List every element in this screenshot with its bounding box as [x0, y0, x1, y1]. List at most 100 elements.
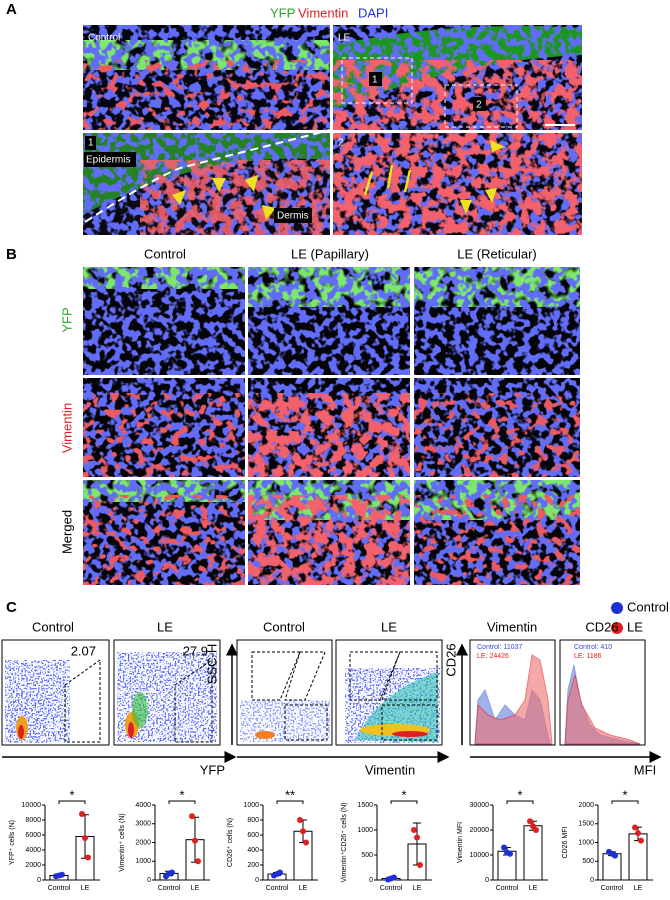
stain-label: DAPI — [358, 5, 388, 20]
y-tick-label: 400 — [247, 847, 259, 854]
significance-bracket — [58, 800, 86, 804]
axis-label: SSC-H — [204, 644, 219, 684]
y-tick-label: 30000 — [470, 802, 490, 809]
gate-value: 27.9 — [183, 643, 208, 658]
image-label: Control — [88, 33, 120, 44]
y-axis-label: CD26⁺ cells (N) — [227, 818, 234, 867]
x-tick-label: LE — [191, 885, 200, 892]
image-label: LE — [338, 33, 351, 44]
zoom-label: 1 — [88, 138, 94, 149]
y-tick-label: 0 — [590, 877, 594, 884]
data-point — [79, 811, 85, 817]
data-point — [391, 874, 397, 881]
column-label: LE (Reticular) — [457, 246, 536, 261]
y-tick-label: 2000 — [25, 862, 41, 869]
data-point — [635, 830, 641, 837]
data-point — [612, 852, 618, 859]
bar — [602, 853, 622, 881]
y-tick-label: 20000 — [470, 827, 490, 834]
stain-layer — [248, 495, 410, 585]
plot-title: CD26 — [585, 619, 618, 634]
data-point — [82, 835, 88, 841]
plot-title: LE — [381, 619, 397, 634]
axis-label: CD26 — [443, 643, 458, 676]
y-tick-label: 600 — [247, 832, 259, 839]
stain-layer — [83, 495, 245, 585]
data-point — [300, 828, 306, 835]
y-tick-label: 3000 — [135, 821, 151, 828]
x-tick-label: Control — [266, 885, 289, 892]
y-tick-label: 2000 — [135, 839, 151, 846]
significance-bracket — [276, 800, 304, 804]
row-label: YFP — [59, 307, 74, 332]
x-tick-label: Control — [496, 885, 519, 892]
data-point — [297, 817, 303, 823]
y-axis-label: Vimentin⁺ cells (N) — [119, 813, 126, 871]
data-point — [411, 827, 417, 833]
row-label: Merged — [59, 510, 74, 554]
data-point — [169, 869, 175, 876]
histogram-legend: Control: 11037 — [477, 644, 523, 651]
significance-bracket — [390, 800, 418, 804]
y-tick-label: 0 — [147, 877, 151, 884]
y-tick-label: 10000 — [470, 852, 490, 859]
y-tick-label: 500 — [361, 852, 373, 859]
region-label: Dermis — [277, 211, 309, 222]
x-tick-label: Control — [158, 885, 181, 892]
zoom-label: 2 — [338, 138, 344, 149]
y-axis-label: Vimentin MFI — [457, 822, 464, 863]
significance-bracket — [168, 800, 196, 804]
y-tick-label: 1500 — [578, 821, 594, 828]
y-tick-label: 1000 — [135, 858, 151, 865]
y-tick-label: 200 — [247, 862, 259, 869]
y-tick-label: 1000 — [578, 839, 594, 846]
stain-layer — [414, 393, 580, 477]
y-tick-label: 1000 — [357, 827, 373, 834]
stain-layer — [83, 393, 245, 477]
column-label: Control — [144, 246, 186, 261]
y-axis-label: Vimentin⁺CD26⁺ cells (N) — [341, 802, 348, 882]
y-tick-label: 8000 — [25, 817, 41, 824]
data-point — [277, 869, 283, 876]
x-tick-label: LE — [634, 885, 643, 892]
legend-label: LE — [627, 619, 643, 634]
box-label: 1 — [372, 75, 378, 86]
panel-label: A — [6, 1, 17, 18]
x-tick-label: LE — [299, 885, 308, 892]
significance-label: * — [517, 787, 522, 802]
y-tick-label: 4000 — [25, 847, 41, 854]
stain-layer — [414, 495, 580, 585]
region-label: Epidermis — [86, 155, 130, 166]
significance-bracket — [611, 800, 639, 804]
plot-title: Control — [263, 619, 305, 634]
legend-marker — [611, 602, 623, 614]
histogram-legend: LE: 1186 — [574, 653, 602, 660]
y-tick-label: 2000 — [578, 802, 594, 809]
stain-label: YFP — [270, 5, 295, 20]
plot-title: Control — [32, 619, 74, 634]
flow-plot-group — [1, 639, 662, 763]
data-point — [85, 854, 91, 861]
significance-label: * — [69, 787, 74, 802]
data-point — [527, 818, 533, 825]
data-point — [189, 813, 195, 820]
y-tick-label: 1500 — [357, 802, 373, 809]
histogram-legend: LE: 24426 — [477, 653, 509, 660]
y-axis-label: YFP⁺ cells (N) — [9, 820, 16, 865]
y-tick-label: 6000 — [25, 832, 41, 839]
y-tick-label: 500 — [582, 858, 594, 865]
stain-label: Vimentin — [298, 5, 348, 20]
y-tick-label: 10000 — [22, 802, 42, 809]
stain-layer — [83, 267, 245, 375]
stain-layer — [248, 393, 410, 477]
panel-label: C — [6, 599, 17, 616]
axis-label: Vimentin — [365, 762, 415, 777]
data-point — [501, 844, 507, 851]
box-label: 2 — [476, 100, 482, 111]
data-point — [632, 824, 638, 831]
x-tick-label: LE — [529, 885, 538, 892]
x-tick-label: Control — [380, 885, 403, 892]
panel-label: B — [6, 246, 17, 263]
significance-label: * — [401, 787, 406, 802]
